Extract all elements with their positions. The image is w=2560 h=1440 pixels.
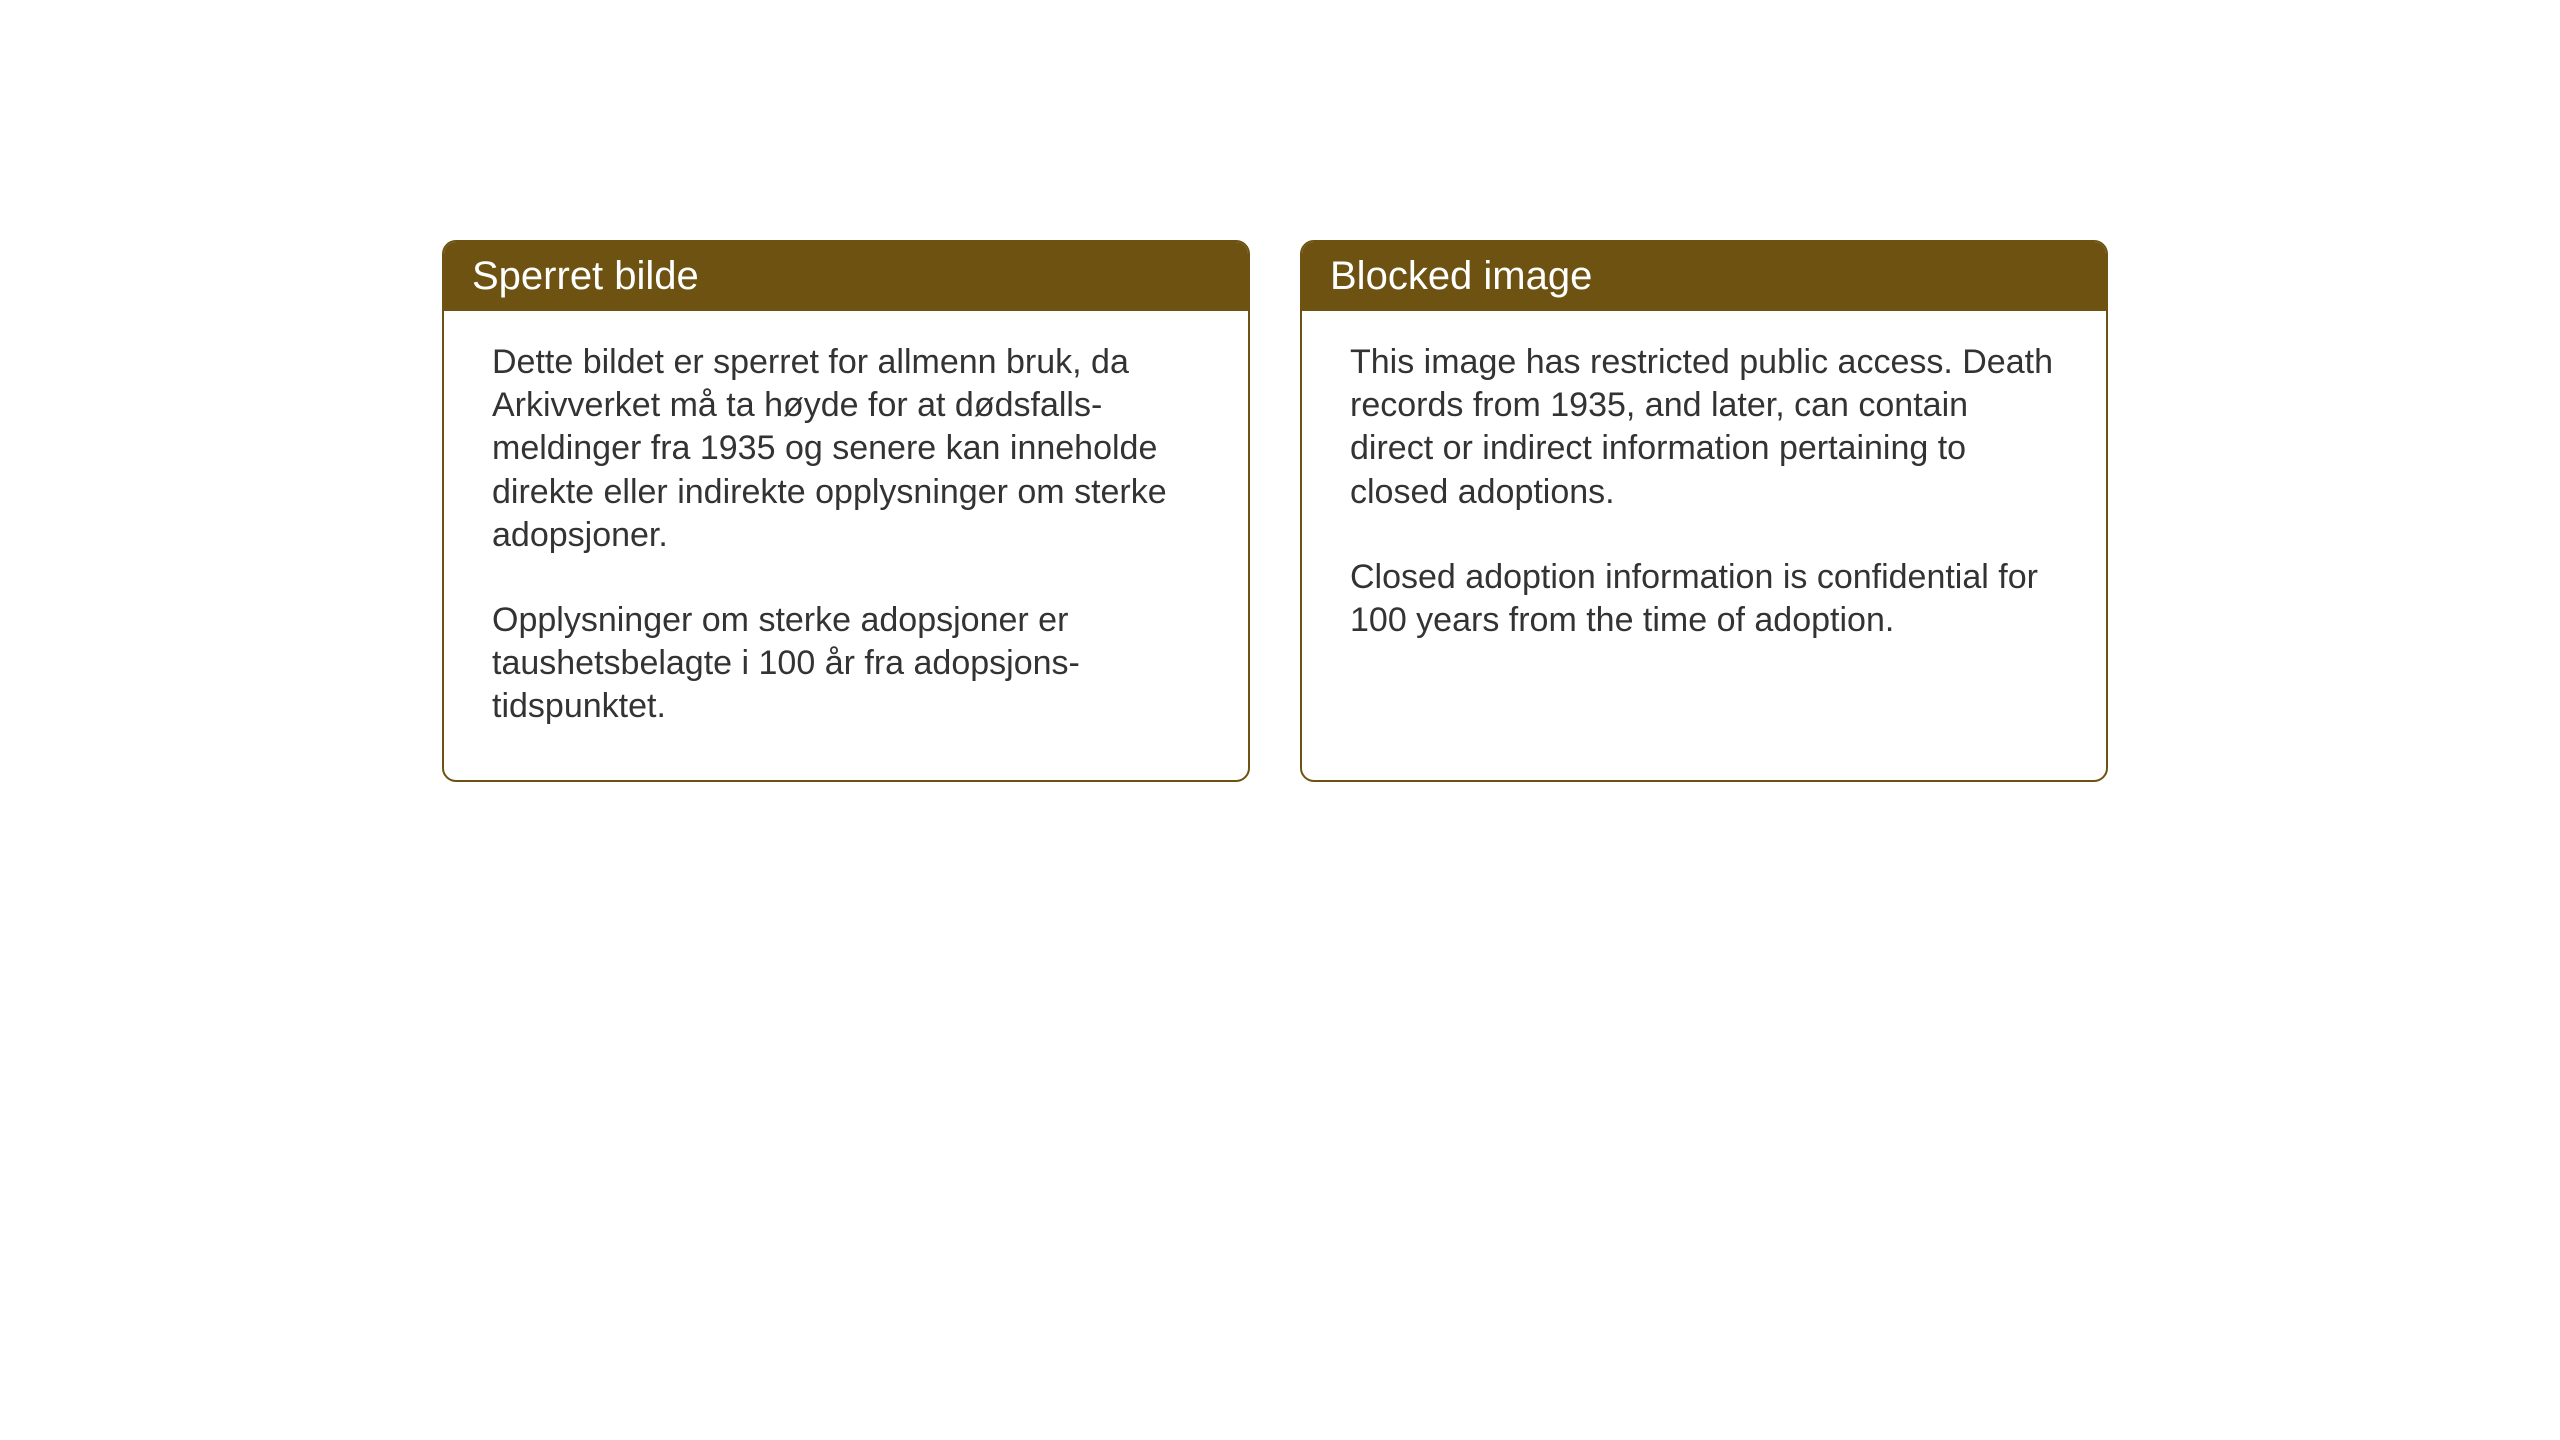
norwegian-card-title: Sperret bilde (444, 242, 1248, 311)
english-paragraph-1: This image has restricted public access.… (1350, 341, 2058, 514)
english-paragraph-2: Closed adoption information is confident… (1350, 556, 2058, 642)
norwegian-paragraph-2: Opplysninger om sterke adopsjoner er tau… (492, 599, 1200, 729)
norwegian-paragraph-1: Dette bildet er sperret for allmenn bruk… (492, 341, 1200, 557)
english-card-title: Blocked image (1302, 242, 2106, 311)
english-notice-card: Blocked image This image has restricted … (1300, 240, 2108, 782)
norwegian-card-body: Dette bildet er sperret for allmenn bruk… (444, 311, 1248, 780)
english-card-body: This image has restricted public access.… (1302, 311, 2106, 694)
notice-container: Sperret bilde Dette bildet er sperret fo… (0, 0, 2560, 782)
norwegian-notice-card: Sperret bilde Dette bildet er sperret fo… (442, 240, 1250, 782)
